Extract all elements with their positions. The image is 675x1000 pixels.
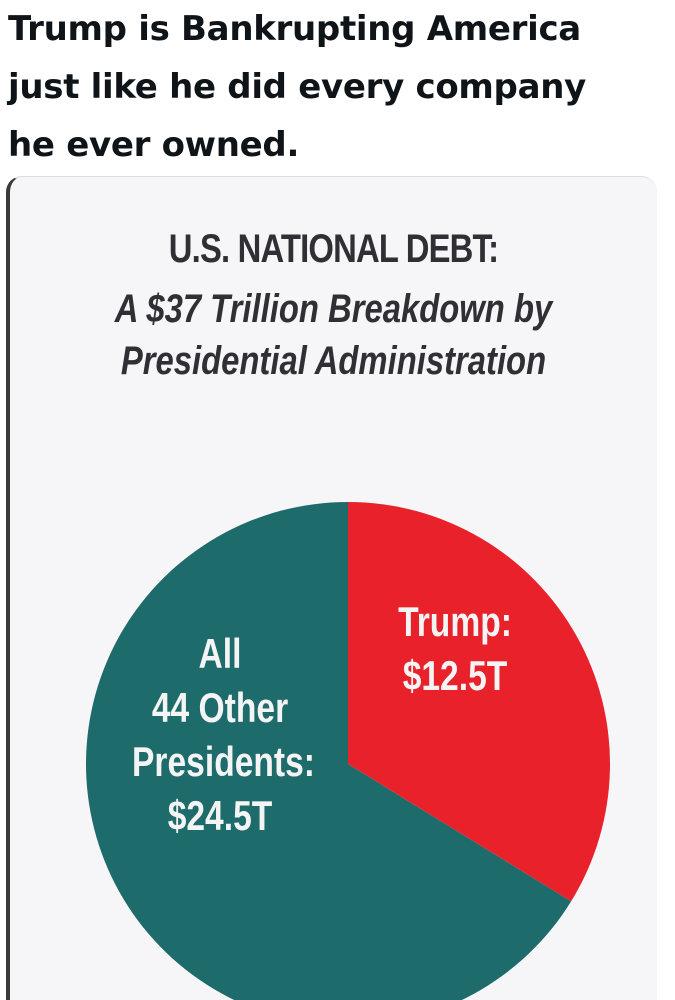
post-text-line-1: Trump is Bankrupting America [8, 9, 581, 49]
others-label-line-4: $24.5T [167, 792, 273, 839]
others-slice-label: All 44 Other Presidents: $24.5T [132, 627, 315, 843]
trump-slice-label: Trump: $12.5T [375, 595, 535, 703]
post-media-image[interactable]: U.S. NATIONAL DEBT: A $37 Trillion Break… [6, 176, 657, 1000]
trump-slice [348, 502, 611, 902]
trump-label-line-1: Trump: [398, 598, 512, 645]
pie-chart [86, 502, 611, 1000]
chart-subtitle-line-2: Presidential Administration [120, 339, 547, 383]
post-text-line-3: he ever owned. [8, 125, 300, 165]
others-label-line-2: 44 Other [151, 684, 289, 731]
chart-title: U.S. NATIONAL DEBT: [168, 227, 499, 271]
trump-label-line-2: $12.5T [402, 652, 508, 699]
chart-subtitle: A $37 Trillion Breakdown by Presidential… [68, 283, 599, 387]
chart-subtitle-line-1: A $37 Trillion Breakdown by [114, 287, 553, 331]
post-text-line-2: just like he did every company [8, 67, 586, 107]
others-label-line-3: Presidents: [132, 738, 315, 785]
others-label-line-1: All [198, 630, 242, 677]
post-text: Trump is Bankrupting America just like h… [8, 0, 668, 174]
others-slice [86, 502, 572, 1000]
